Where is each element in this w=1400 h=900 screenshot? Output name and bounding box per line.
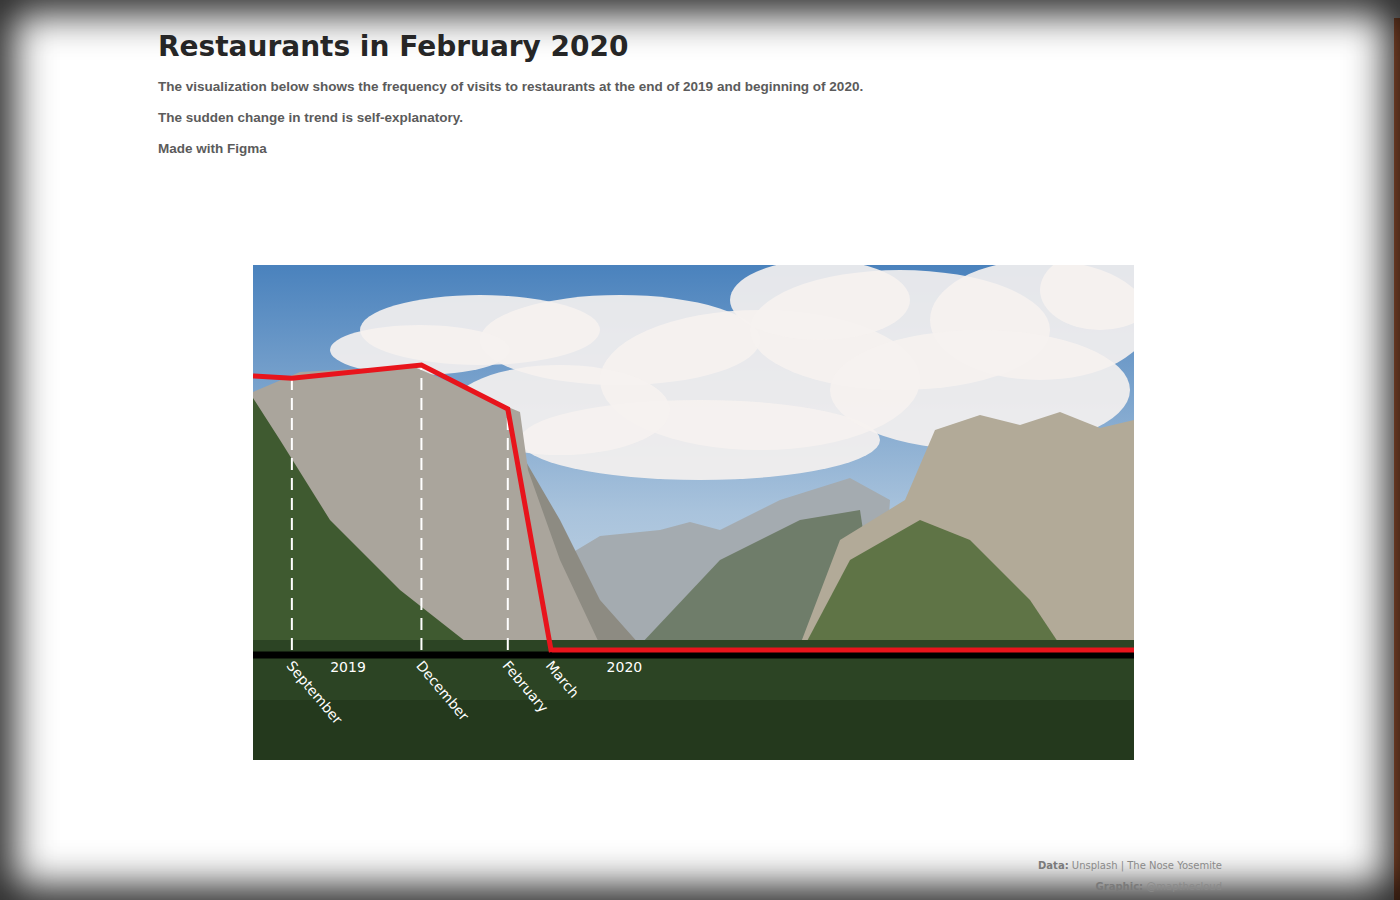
tick-mark [421,652,422,658]
cloud [1040,265,1134,330]
tick-label: March [543,658,583,701]
photo-background [253,265,1134,760]
annotation: 2020 [607,659,643,675]
tick-mark [291,652,292,658]
grid-line [420,365,422,650]
cliff [800,412,1134,645]
footer-label: Graphic: [1096,881,1144,892]
el-capitan [253,366,600,645]
tick-label: December [413,658,472,724]
subtitle: The sudden change in trend is self-expla… [158,110,463,125]
forest [253,640,1134,760]
slope [805,520,1060,645]
footer: Graphic: @mapthecloud [1096,881,1222,892]
grid-line [507,409,509,650]
plot-marks [253,365,1134,650]
x-axis [253,652,1134,659]
subtitle: Made with Figma [158,141,267,156]
data-line [253,365,1134,650]
tick-mark [507,652,508,658]
cloud [730,265,910,340]
subtitle: The visualization below shows the freque… [158,79,863,94]
tick-mark [550,652,551,658]
title: Restaurants in February 2020 [158,30,629,63]
footer-text: @mapthecloud [1146,881,1222,892]
vignette [0,0,1400,900]
forest [253,700,1134,760]
edge-strip [1394,18,1400,900]
footer-text: Unsplash | The Nose Yosemite [1072,860,1222,871]
chart: SeptemberDecemberFebruaryMarch20192020 [0,0,1400,900]
grid-line [291,378,293,650]
sky [253,265,1134,760]
footer-label: Data: [1038,860,1069,871]
footer: Data: Unsplash | The Nose Yosemite [1038,860,1222,871]
annotation: 2019 [330,659,366,675]
slope [253,398,470,645]
